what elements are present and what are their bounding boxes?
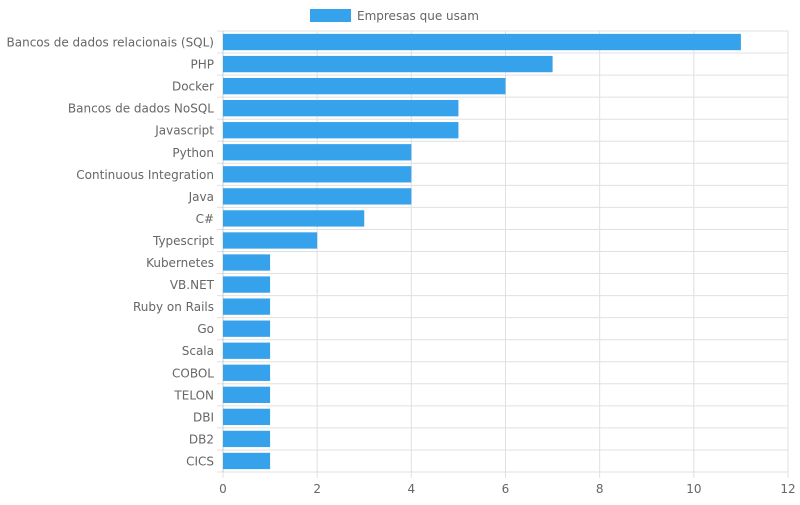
x-axis-ticks: 0 2 4 6 8 10 12 (219, 482, 795, 496)
bar[interactable] (223, 188, 412, 205)
bar[interactable] (223, 100, 459, 117)
category-label: PHP (191, 58, 215, 72)
bar[interactable] (223, 122, 459, 139)
category-label: Bancos de dados NoSQL (68, 102, 214, 116)
legend-swatch (310, 9, 351, 22)
y-axis-labels: Bancos de dados relacionais (SQL) PHP Dock… (7, 36, 215, 469)
category-label: COBOL (172, 366, 214, 380)
bars (223, 33, 741, 470)
bar[interactable] (223, 254, 271, 271)
bar[interactable] (223, 232, 318, 249)
grid (217, 30, 789, 478)
bar[interactable] (223, 342, 271, 359)
bar[interactable] (223, 408, 271, 426)
legend-label: Empresas que usam (357, 9, 479, 23)
bar[interactable] (223, 320, 271, 337)
x-tick-label: 8 (596, 482, 604, 496)
category-label: DBI (193, 410, 214, 424)
x-tick-label: 2 (313, 482, 321, 496)
bar[interactable] (223, 298, 271, 315)
bar[interactable] (223, 210, 365, 227)
category-label: TELON (173, 388, 214, 402)
x-tick-label: 12 (780, 482, 795, 496)
bar[interactable] (223, 77, 506, 95)
bar[interactable] (223, 55, 553, 73)
bar[interactable] (223, 166, 412, 183)
bar[interactable] (223, 452, 271, 470)
x-tick-label: 0 (219, 482, 227, 496)
category-label: Javascript (154, 124, 214, 138)
bar[interactable] (223, 386, 271, 403)
category-label: Ruby on Rails (133, 300, 214, 314)
category-label: Java (188, 190, 214, 204)
x-tick-label: 4 (408, 482, 416, 496)
category-label: Bancos de dados relacionais (SQL) (7, 36, 215, 50)
category-label: CICS (186, 454, 214, 468)
category-label: Continuous Integration (76, 168, 214, 182)
bar[interactable] (223, 276, 271, 293)
x-tick-label: 10 (686, 482, 701, 496)
bar[interactable] (223, 144, 412, 161)
bar[interactable] (223, 430, 271, 448)
bar[interactable] (223, 33, 741, 51)
category-label: C# (196, 212, 214, 226)
category-label: Docker (172, 80, 214, 94)
legend[interactable]: Empresas que usam (310, 9, 479, 23)
category-label: Typescript (152, 234, 214, 248)
category-label: Kubernetes (146, 256, 214, 270)
x-tick-label: 6 (502, 482, 510, 496)
category-label: Python (172, 146, 214, 160)
category-label: VB.NET (170, 278, 215, 292)
category-label: Scala (182, 344, 214, 358)
category-label: Go (197, 322, 214, 336)
category-label: DB2 (189, 432, 214, 446)
bar[interactable] (223, 364, 271, 381)
